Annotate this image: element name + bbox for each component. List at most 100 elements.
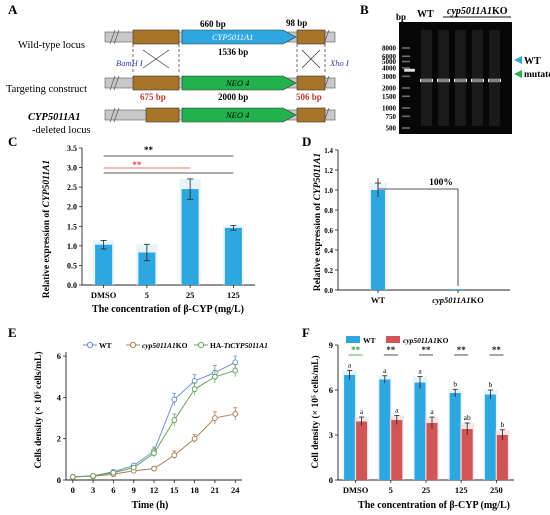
lane-smear bbox=[489, 30, 500, 126]
lane-smear bbox=[472, 30, 483, 126]
x-tick-label: 12 bbox=[150, 485, 159, 495]
ladder-label: 1500 bbox=[382, 93, 397, 101]
series-ko-point bbox=[191, 435, 198, 442]
xho1-site-label: Xho I bbox=[329, 58, 350, 68]
legend-ko-label: cyp5011A1KO bbox=[142, 341, 188, 350]
series-ha-point bbox=[69, 474, 76, 480]
ladder-label: 8000 bbox=[382, 45, 397, 53]
ladder-label: 5000 bbox=[382, 58, 397, 66]
ladder-band bbox=[402, 67, 410, 69]
bamh1-site-label: BamH I bbox=[116, 58, 144, 68]
panel-letter-e: E bbox=[8, 325, 17, 340]
y-tick-label: 0.0 bbox=[67, 281, 77, 290]
x-tick-label: 25 bbox=[422, 485, 431, 495]
gel-bp-unit: bp bbox=[396, 12, 406, 22]
x-tick-label: 21 bbox=[211, 485, 220, 495]
group-letter: b bbox=[489, 380, 493, 389]
series-ha-point bbox=[90, 472, 96, 479]
lane-smear bbox=[438, 30, 449, 126]
x-tick-label: 5 bbox=[389, 485, 393, 495]
break-mark bbox=[113, 29, 120, 45]
break-mark bbox=[109, 107, 116, 123]
gene-length-label: 1536 bp bbox=[218, 47, 248, 57]
x-tick-label-suffix: KO bbox=[471, 295, 485, 305]
series-ha-point bbox=[151, 450, 157, 457]
group-letter: a bbox=[430, 407, 434, 416]
ladder-band bbox=[402, 47, 410, 49]
break-mark bbox=[109, 29, 116, 45]
wt-660bp-label: 660 bp bbox=[200, 19, 226, 29]
y-tick-label: 6 bbox=[329, 385, 333, 395]
legend-f-wt-label: WT bbox=[363, 336, 376, 345]
ladder-label: 1000 bbox=[382, 105, 397, 113]
ladder-band bbox=[402, 55, 410, 58]
bar bbox=[224, 227, 242, 285]
series-ha-line bbox=[72, 370, 236, 478]
panel-letter-a: A bbox=[8, 2, 18, 17]
bar bbox=[451, 289, 465, 290]
panel-e: E Cells density (× 10⁵ cells/mL) Time (h… bbox=[8, 325, 268, 511]
bar-ko bbox=[391, 420, 403, 480]
bar bbox=[138, 252, 156, 285]
y-tick-label: 4 bbox=[57, 392, 62, 402]
gel-bands bbox=[404, 30, 501, 126]
lane-smear bbox=[455, 30, 466, 126]
group-letter: b bbox=[453, 379, 457, 388]
panel-letter-d: D bbox=[302, 134, 311, 149]
lane-ko-label: cyp5011A1KO bbox=[447, 6, 508, 17]
deleted-locus-gene: CYP5011A1 bbox=[28, 112, 81, 123]
panel-letter-f: F bbox=[302, 325, 310, 340]
deleted-locus-label: -deleted locus bbox=[32, 125, 91, 136]
y-tick-label: 0 bbox=[57, 475, 61, 485]
legend-f-wt-swatch bbox=[346, 336, 360, 343]
ladder-band bbox=[402, 95, 410, 98]
mutated-band-label: mutated bbox=[524, 70, 550, 80]
significance-label: ** bbox=[132, 160, 142, 170]
deleted-neo4-label: NEO 4 bbox=[225, 110, 250, 120]
significance-label: ** bbox=[422, 345, 432, 355]
x-tick-label: 0 bbox=[71, 485, 75, 495]
y-tick-label: 0.2 bbox=[324, 267, 333, 275]
neo4-cassette-arrow bbox=[181, 75, 297, 91]
group-letter: a bbox=[360, 407, 364, 416]
x-tick-label: 6 bbox=[111, 485, 115, 495]
x-tick-label: 15 bbox=[170, 485, 179, 495]
x-tick-label: DMSO bbox=[343, 485, 369, 495]
y-tick-label: 2 bbox=[57, 434, 61, 444]
y-tick-label: 3.0 bbox=[67, 164, 77, 173]
deleted-neo4-arrow bbox=[181, 107, 297, 123]
lane-smear bbox=[421, 30, 432, 126]
deleted-right-arm bbox=[296, 107, 326, 123]
bar bbox=[181, 189, 199, 285]
bar-wt bbox=[449, 393, 461, 480]
cyp5011a1-gene-arrow bbox=[181, 29, 297, 45]
wildtype-locus-track: 660 bp 98 bp CYP5011A1 1536 bp bbox=[104, 18, 336, 57]
ladder-band bbox=[402, 60, 410, 63]
group-letter: a bbox=[383, 366, 387, 375]
chart-f-ylabel: Cell density (× 10⁵ cells/mL) bbox=[310, 355, 321, 468]
chart-d: 0.0 0.2 0.4 0.6 0.8 1.0 1.2 1.4 WT cyp5011A1KO bbox=[324, 147, 510, 305]
targeting-construct-label: Targeting construct bbox=[6, 84, 87, 95]
break-mark bbox=[113, 75, 120, 91]
legend-wt-marker bbox=[86, 341, 94, 349]
bar-wt bbox=[414, 382, 426, 480]
chart-f-legend: WT cyp5011A1KO bbox=[346, 336, 449, 345]
wildtype-left-arm bbox=[132, 29, 180, 45]
ladder-label: 2000 bbox=[382, 85, 397, 93]
deleted-left-arm bbox=[145, 107, 180, 123]
significance-label: ** bbox=[492, 345, 502, 355]
y-tick-label: 3.5 bbox=[67, 144, 77, 153]
panel-c: C Relative expression of CYP5011A1 The c… bbox=[8, 134, 255, 315]
chart-c: 0.0 0.5 1.0 1.5 2.0 2.5 3.0 3.5 DMSO 5 25 125 **** bbox=[67, 144, 255, 300]
chart-c-xlabel: The concentration of β-CYP (mg/L) bbox=[92, 304, 244, 315]
ladder-band bbox=[402, 107, 410, 109]
bar-wt bbox=[379, 379, 391, 480]
x-tick-label: DMSO bbox=[91, 290, 117, 300]
group-letter: a bbox=[418, 367, 422, 376]
bar-ko bbox=[461, 429, 473, 480]
x-tick-label: 18 bbox=[190, 485, 199, 495]
comparison-bracket bbox=[377, 178, 459, 286]
